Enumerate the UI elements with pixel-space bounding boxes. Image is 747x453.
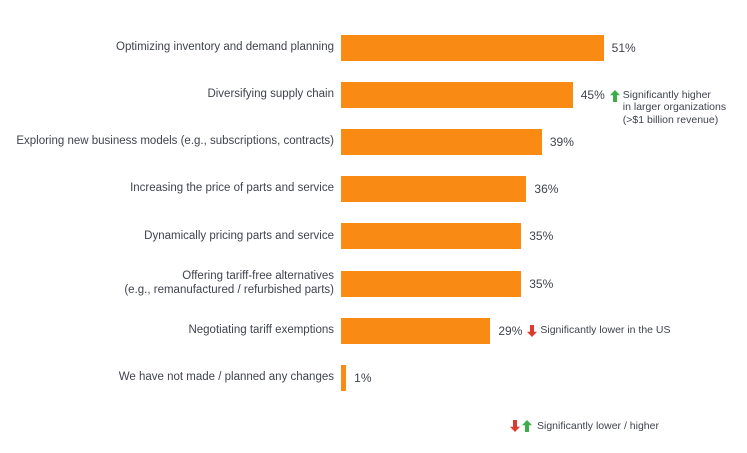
annotation-significantly-higher: Significantly higher in larger organizat… bbox=[609, 88, 727, 127]
bar bbox=[341, 176, 527, 203]
bar-row: We have not made / planned any changes 1… bbox=[0, 354, 747, 401]
bar-zone: 35% bbox=[341, 260, 747, 307]
category-label: Dynamically pricing parts and service bbox=[144, 229, 334, 242]
category-label: Negotiating tariff exemptions bbox=[188, 323, 334, 336]
legend-label: Significantly lower / higher bbox=[537, 420, 659, 432]
bar bbox=[341, 364, 347, 391]
bar-row: Exploring new business models (e.g., sub… bbox=[0, 118, 747, 165]
bar bbox=[341, 34, 604, 61]
bar-row: Diversifying supply chain 45% Significan… bbox=[0, 71, 747, 126]
down-arrow-icon bbox=[510, 420, 520, 432]
up-arrow-icon bbox=[609, 89, 620, 102]
legend: Significantly lower / higher bbox=[510, 420, 659, 432]
bar-rows: Optimizing inventory and demand planning… bbox=[0, 24, 747, 401]
bar bbox=[341, 270, 522, 297]
bar-row: Offering tariff-free alternatives (e.g.,… bbox=[0, 260, 747, 307]
down-arrow-icon bbox=[527, 325, 538, 338]
bar-row: Negotiating tariff exemptions 29% Signif… bbox=[0, 307, 747, 354]
value-label: 36% bbox=[534, 182, 559, 197]
value-label: 51% bbox=[611, 40, 636, 55]
bar bbox=[341, 223, 522, 250]
bar-zone: 51% bbox=[341, 24, 747, 71]
up-arrow-icon bbox=[522, 420, 532, 432]
category-label: Offering tariff-free alternatives (e.g.,… bbox=[124, 270, 334, 296]
category-label: Diversifying supply chain bbox=[207, 88, 334, 101]
bar-zone: 36% bbox=[341, 166, 747, 213]
bar-zone: 35% bbox=[341, 213, 747, 260]
bar bbox=[341, 317, 491, 344]
value-label: 35% bbox=[529, 229, 554, 244]
annotation-text: Significantly lower in the US bbox=[540, 324, 671, 337]
category-label: We have not made / planned any changes bbox=[118, 371, 334, 384]
bar-zone: 39% bbox=[341, 118, 747, 165]
category-label: Increasing the price of parts and servic… bbox=[130, 182, 334, 195]
bar-zone: 45% Significantly higher in larger organ… bbox=[341, 71, 747, 126]
bar-row: Dynamically pricing parts and service 35… bbox=[0, 213, 747, 260]
bar-zone: 29% Significantly lower in the US bbox=[341, 307, 747, 354]
value-label: 1% bbox=[354, 370, 372, 385]
bar bbox=[341, 128, 542, 155]
value-label: 39% bbox=[549, 134, 574, 149]
annotation-significantly-lower: Significantly lower in the US bbox=[527, 324, 671, 338]
category-label: Exploring new business models (e.g., sub… bbox=[16, 135, 334, 148]
value-label: 29% bbox=[498, 323, 523, 338]
category-label: Optimizing inventory and demand planning bbox=[116, 40, 334, 53]
bar-zone: 1% bbox=[341, 354, 747, 401]
annotation-text: Significantly higher in larger organizat… bbox=[622, 88, 727, 126]
bar bbox=[341, 81, 573, 108]
value-label: 45% bbox=[580, 87, 605, 102]
bar-row: Increasing the price of parts and servic… bbox=[0, 166, 747, 213]
value-label: 35% bbox=[529, 276, 554, 291]
bar-row: Optimizing inventory and demand planning… bbox=[0, 24, 747, 71]
